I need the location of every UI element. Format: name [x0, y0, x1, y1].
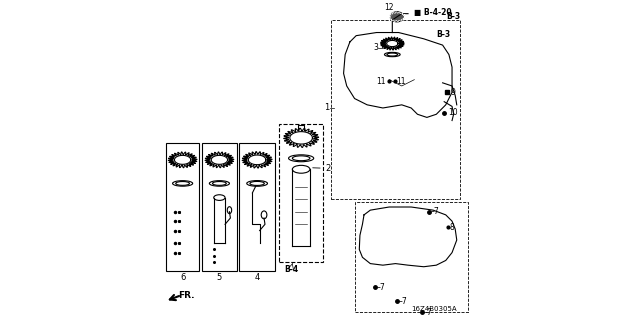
Text: 2: 2 [313, 164, 331, 173]
Bar [331, 20, 460, 199]
Text: ■ B-4-20: ■ B-4-20 [414, 8, 452, 17]
Bar [202, 142, 237, 271]
Bar [239, 142, 275, 271]
Text: 6: 6 [180, 273, 186, 282]
Text: 4: 4 [255, 273, 260, 282]
Text: 11: 11 [396, 77, 406, 86]
Ellipse shape [390, 12, 404, 22]
Text: 10: 10 [448, 108, 458, 117]
Bar [355, 202, 468, 312]
Text: 16Z4B0305A: 16Z4B0305A [411, 306, 457, 312]
Text: 8: 8 [449, 223, 454, 232]
Bar [278, 124, 323, 262]
Text: FR.: FR. [178, 291, 195, 300]
Text: 1: 1 [324, 103, 330, 112]
Text: 9: 9 [451, 88, 455, 97]
Bar [166, 142, 199, 271]
Text: 5: 5 [217, 273, 222, 282]
Text: –7: –7 [376, 283, 385, 292]
Text: 12: 12 [385, 3, 394, 12]
Text: B-3: B-3 [445, 12, 460, 21]
Text: B-4: B-4 [285, 265, 299, 274]
Text: –7: –7 [431, 207, 440, 216]
Text: B-3: B-3 [436, 29, 451, 39]
Text: 3: 3 [373, 43, 378, 52]
Text: 11: 11 [376, 77, 385, 86]
Text: –7: –7 [399, 297, 407, 306]
Text: –7: –7 [424, 308, 433, 317]
